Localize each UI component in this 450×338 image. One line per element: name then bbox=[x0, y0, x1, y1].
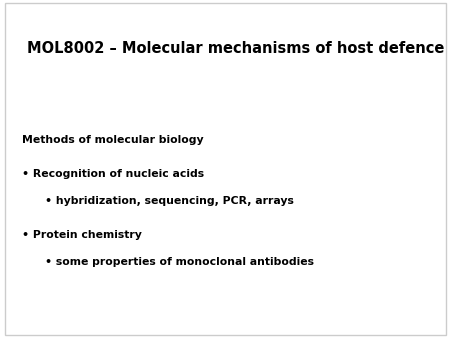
Text: • Protein chemistry: • Protein chemistry bbox=[22, 230, 142, 240]
Text: MOL8002 – Molecular mechanisms of host defence: MOL8002 – Molecular mechanisms of host d… bbox=[27, 41, 445, 55]
Text: • some properties of monoclonal antibodies: • some properties of monoclonal antibodi… bbox=[45, 257, 314, 267]
Text: Methods of molecular biology: Methods of molecular biology bbox=[22, 135, 204, 145]
Text: • Recognition of nucleic acids: • Recognition of nucleic acids bbox=[22, 169, 205, 179]
Text: • hybridization, sequencing, PCR, arrays: • hybridization, sequencing, PCR, arrays bbox=[45, 196, 294, 206]
